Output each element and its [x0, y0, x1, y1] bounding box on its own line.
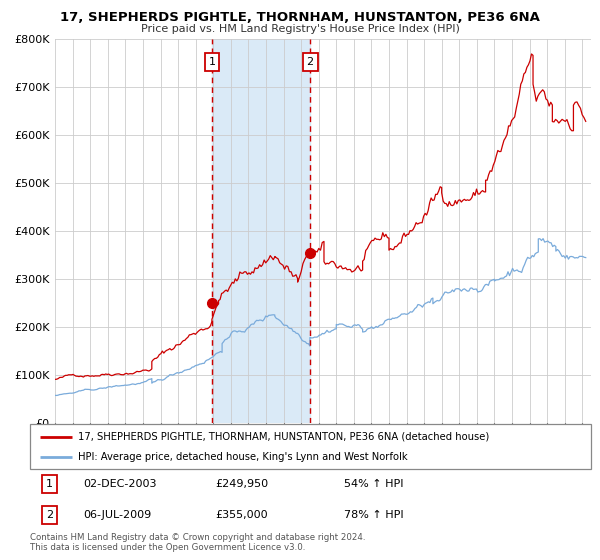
FancyBboxPatch shape: [30, 424, 591, 469]
Text: 78% ↑ HPI: 78% ↑ HPI: [344, 510, 404, 520]
Text: £355,000: £355,000: [215, 510, 268, 520]
Text: 02-DEC-2003: 02-DEC-2003: [83, 479, 157, 489]
Text: This data is licensed under the Open Government Licence v3.0.: This data is licensed under the Open Gov…: [30, 543, 305, 552]
Text: 1: 1: [208, 57, 215, 67]
Text: HPI: Average price, detached house, King's Lynn and West Norfolk: HPI: Average price, detached house, King…: [77, 452, 407, 462]
Text: Price paid vs. HM Land Registry's House Price Index (HPI): Price paid vs. HM Land Registry's House …: [140, 24, 460, 34]
Text: 2: 2: [46, 510, 53, 520]
Text: 2: 2: [307, 57, 314, 67]
Text: 17, SHEPHERDS PIGHTLE, THORNHAM, HUNSTANTON, PE36 6NA (detached house): 17, SHEPHERDS PIGHTLE, THORNHAM, HUNSTAN…: [77, 432, 489, 442]
Text: 1: 1: [46, 479, 53, 489]
Text: 54% ↑ HPI: 54% ↑ HPI: [344, 479, 404, 489]
Text: Contains HM Land Registry data © Crown copyright and database right 2024.: Contains HM Land Registry data © Crown c…: [30, 533, 365, 542]
Text: 17, SHEPHERDS PIGHTLE, THORNHAM, HUNSTANTON, PE36 6NA: 17, SHEPHERDS PIGHTLE, THORNHAM, HUNSTAN…: [60, 11, 540, 24]
Bar: [212, 39, 310, 423]
Text: 06-JUL-2009: 06-JUL-2009: [83, 510, 152, 520]
Text: £249,950: £249,950: [215, 479, 268, 489]
